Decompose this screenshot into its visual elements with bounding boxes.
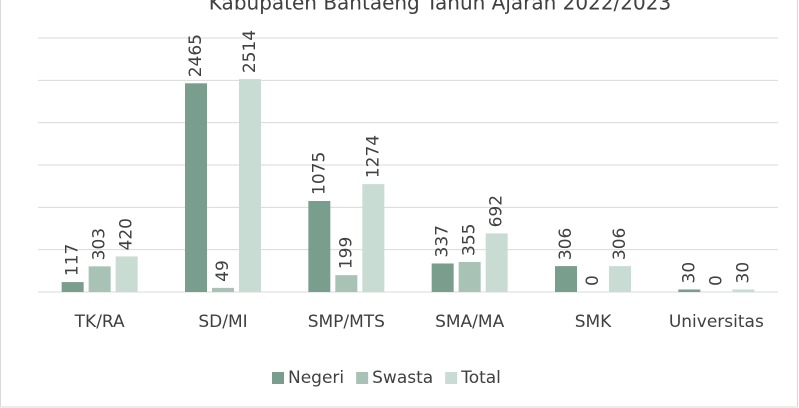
data-label: 0 (706, 275, 726, 286)
x-tick-label: SD/MI (198, 312, 247, 332)
bar (88, 266, 111, 292)
x-tick-label: Universitas (669, 312, 764, 332)
data-label: 303 (90, 228, 110, 260)
data-label: 420 (117, 218, 137, 250)
bar (362, 184, 385, 292)
legend-swatch (356, 372, 369, 384)
bar (61, 282, 84, 292)
data-label: 2514 (240, 30, 260, 73)
data-label: 1075 (309, 152, 329, 195)
data-label: 2465 (186, 34, 206, 77)
bar (485, 233, 508, 292)
bar (239, 79, 261, 292)
bar (555, 266, 577, 292)
x-tick-label: TK/RA (74, 312, 125, 332)
data-label: 355 (460, 223, 480, 255)
data-label: 337 (433, 225, 453, 257)
data-label: 0 (583, 275, 603, 286)
data-label: 306 (610, 228, 630, 260)
bar (609, 266, 631, 292)
data-label: 117 (63, 244, 83, 276)
bar (732, 289, 755, 292)
bar (212, 287, 234, 292)
legend-label: Total (460, 368, 501, 388)
bar (335, 275, 358, 292)
data-label: 1274 (363, 135, 383, 178)
legend-swatch (445, 372, 458, 384)
data-label: 30 (733, 262, 753, 284)
x-tick-label: SMK (575, 312, 612, 332)
legend-label: Negeri (288, 368, 344, 388)
x-tick-label: SMP/MTS (308, 312, 385, 332)
bar (678, 289, 701, 292)
data-label: 30 (679, 262, 699, 284)
data-label: 692 (487, 195, 507, 227)
legend-label: Swasta (372, 368, 433, 388)
data-label: 49 (213, 260, 233, 282)
bar (458, 261, 481, 292)
data-label: 306 (556, 228, 576, 260)
x-tick-label: SMA/MA (435, 312, 504, 332)
chart-title: Kabupaten Bantaeng Tahun Ajaran 2022/202… (209, 0, 671, 15)
bar (431, 263, 454, 292)
bar (185, 83, 207, 293)
bar (115, 256, 138, 292)
data-label: 199 (336, 237, 356, 269)
legend-swatch (272, 372, 284, 384)
bar (308, 200, 331, 292)
